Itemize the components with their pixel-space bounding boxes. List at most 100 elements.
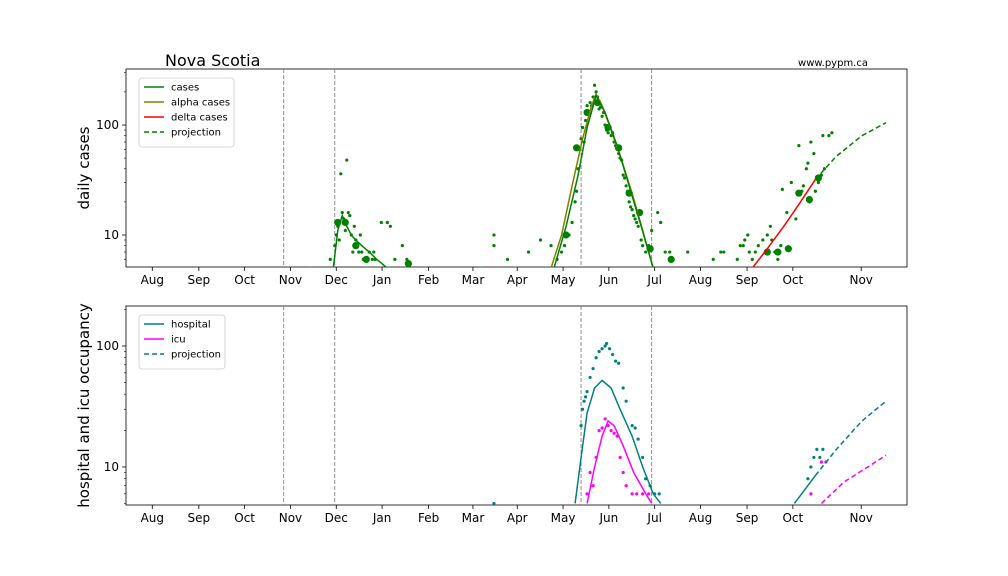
case-dot [644, 250, 648, 254]
series-line-projection [814, 400, 887, 476]
case-dot [804, 167, 808, 171]
case-dot [809, 140, 813, 144]
case-dot [492, 244, 496, 248]
case-weekly-dot [667, 255, 675, 264]
legend-label: alpha cases [171, 98, 230, 109]
daily-cases-panel: Aug Sep Oct Nov Dec Jan Feb Mar Apr May Jun Jul Aug S… [75, 68, 908, 287]
case-dot [400, 244, 404, 248]
case-dot [627, 200, 631, 204]
x-tick-label: May [551, 273, 576, 287]
x-tick-label: Dec [325, 511, 348, 525]
hospital-dot [636, 437, 640, 441]
case-dot [357, 250, 361, 254]
case-dot [549, 244, 553, 248]
x-tick-label: Sep [736, 511, 759, 525]
case-dot [794, 217, 798, 221]
case-dot [621, 173, 625, 177]
icu-dot [585, 492, 589, 496]
case-dot [641, 244, 645, 248]
case-dot [623, 176, 627, 180]
case-dot [492, 233, 496, 237]
icu-dot [624, 484, 628, 488]
case-dot [633, 217, 637, 221]
series-line-alpha-cases [550, 92, 654, 267]
x-tick-label: Oct [234, 511, 255, 525]
case-dot [591, 95, 595, 99]
hospital-dot [818, 455, 822, 460]
x-tick-label: Mar [462, 273, 485, 287]
legend-box [138, 77, 235, 148]
series-line-delta-cases [752, 178, 817, 267]
case-dot [624, 184, 628, 188]
case-dot [388, 224, 392, 228]
y-tick-label: 100 [96, 118, 119, 132]
case-dot [570, 220, 574, 225]
series-line-hospital-2021-fall- [793, 475, 817, 504]
case-dot [722, 250, 726, 254]
x-tick-label: Jul [646, 273, 661, 287]
case-dot [780, 187, 784, 191]
legend-label: icu [171, 335, 186, 346]
hospital-dot [821, 447, 825, 451]
case-dot [813, 189, 817, 193]
hospital-dot [591, 367, 595, 371]
case-dot [372, 250, 376, 254]
legend-label: projection [171, 350, 221, 361]
x-tick-label: Jul [646, 511, 661, 525]
x-tick-label: Nov [279, 511, 302, 525]
x-tick-label: Jun [598, 273, 618, 287]
case-dot [606, 131, 610, 135]
x-tick-label: Nov [279, 273, 302, 287]
icu-dot [597, 428, 601, 433]
x-tick-label: May [551, 511, 576, 525]
icu-dot [612, 431, 616, 435]
case-weekly-dot [774, 248, 782, 256]
hospital-dot [815, 447, 819, 451]
case-weekly-dot [404, 259, 412, 267]
case-dot [806, 161, 810, 165]
case-dot [719, 250, 723, 254]
hospital-dot [812, 455, 816, 460]
case-dot [358, 233, 362, 237]
case-dot [309, 266, 312, 267]
case-dot [379, 220, 383, 225]
case-dot [632, 214, 636, 218]
x-tick-label: Aug [141, 511, 164, 525]
case-dot [756, 244, 760, 248]
x-tick-label: Sep [736, 273, 759, 287]
case-dot [370, 257, 374, 262]
plot-frame [125, 68, 908, 268]
case-dot [328, 257, 332, 262]
hospital-dot [585, 389, 589, 394]
x-tick-label: Oct [782, 511, 803, 525]
hospital-dot [580, 407, 585, 411]
case-dot [346, 210, 350, 215]
case-dot [609, 134, 613, 138]
case-dot [513, 266, 517, 267]
x-tick-label: Sep [188, 273, 211, 287]
case-dot [776, 257, 780, 262]
case-dot [747, 250, 751, 254]
case-dot [821, 134, 825, 138]
case-dot [573, 200, 577, 204]
case-dot [583, 118, 588, 123]
case-dot [417, 266, 421, 267]
case-dot [746, 233, 750, 237]
case-dot [785, 210, 789, 215]
y-tick-label: 10 [104, 228, 119, 242]
icu-dot [819, 460, 823, 464]
series-line-icu [586, 419, 653, 504]
case-dot [538, 238, 543, 242]
case-dot [345, 158, 349, 162]
x-tick-label: Mar [462, 511, 485, 525]
y-tick-label: 10 [104, 460, 119, 474]
x-tick-label: Jan [372, 273, 392, 287]
case-weekly-dot [572, 144, 581, 152]
legend-label: projection [171, 128, 221, 139]
x-tick-label: Oct [782, 273, 803, 287]
icu-dot [603, 417, 607, 421]
case-dot [650, 228, 654, 233]
hospital-dot [594, 356, 598, 360]
case-dot [750, 257, 754, 262]
x-tick-label: Sep [188, 511, 211, 525]
